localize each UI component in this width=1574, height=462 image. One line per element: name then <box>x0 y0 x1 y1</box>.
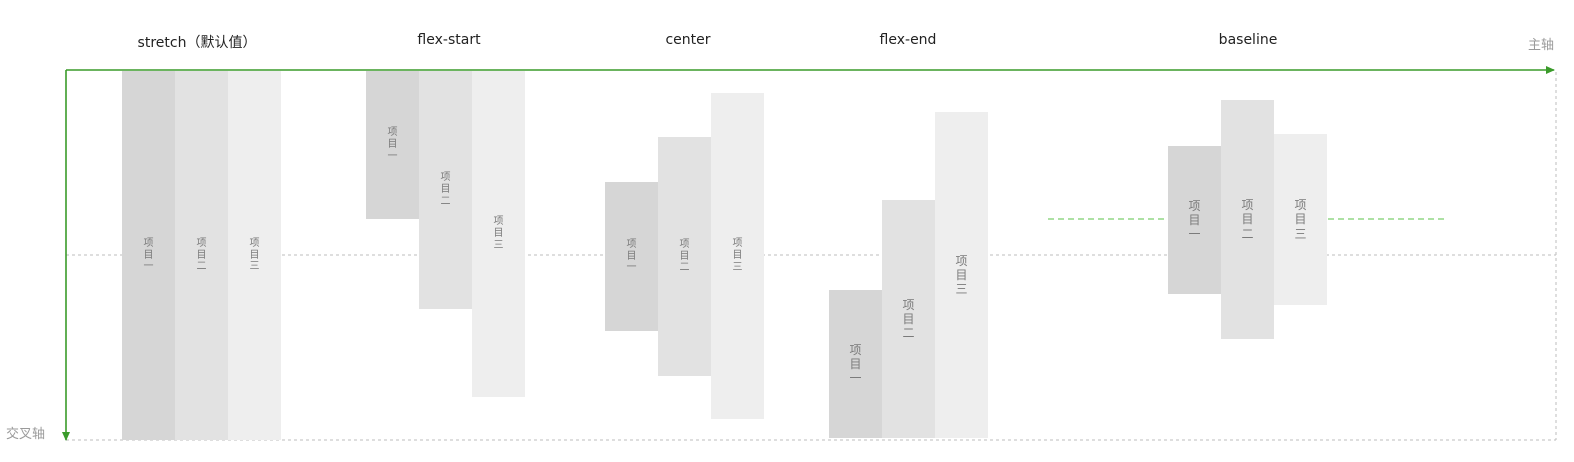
flex-start-item-3: 项目三 <box>472 71 525 397</box>
stretch-item-1: 项目一 <box>122 71 175 440</box>
section-title-flex-start: flex-start <box>417 32 481 48</box>
flex-start-item-1: 项目一 <box>366 71 419 219</box>
main-axis-label: 主轴 <box>1528 38 1555 53</box>
cross-axis-label: 交叉轴 <box>6 427 46 442</box>
center-item-1: 项目一 <box>605 182 658 331</box>
section-title-center: center <box>665 32 711 48</box>
stretch-item-3: 项目三 <box>228 71 281 440</box>
flex-start-item-2: 项目二 <box>419 71 472 309</box>
section-title-baseline: baseline <box>1218 32 1278 48</box>
baseline-item-1: 项目一 <box>1168 146 1221 294</box>
baseline-item-2: 项目二 <box>1221 100 1274 339</box>
section-title-flex-end: flex-end <box>879 32 937 48</box>
section-title-stretch: stretch（默认值） <box>137 35 257 51</box>
flex-end-item-2: 项目二 <box>882 200 935 438</box>
stretch-item-2: 项目二 <box>175 71 228 440</box>
baseline-item-3: 项目三 <box>1274 134 1327 305</box>
center-item-2: 项目二 <box>658 137 711 376</box>
center-item-3: 项目三 <box>711 93 764 419</box>
flex-end-item-1: 项目一 <box>829 290 882 438</box>
flex-end-item-3: 项目三 <box>935 112 988 438</box>
